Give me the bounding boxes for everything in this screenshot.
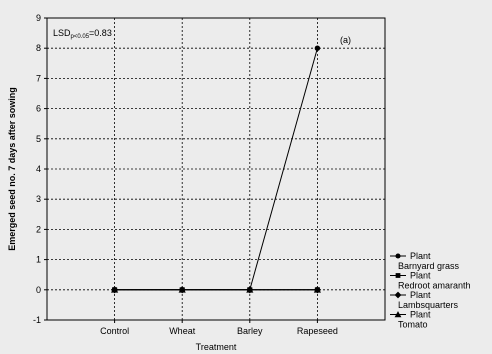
legend-marker — [394, 291, 402, 299]
x-tick-label: Barley — [237, 326, 263, 336]
legend-marker — [395, 253, 401, 259]
legend-label-line2: Redroot amaranth — [398, 281, 471, 291]
data-point-plant-barnyard-grass — [179, 287, 185, 293]
x-tick-label: Rapeseed — [297, 326, 338, 336]
y-tick-label: 9 — [36, 13, 41, 23]
legend-label-line2: Tomato — [398, 320, 428, 330]
data-point-plant-barnyard-grass — [247, 287, 253, 293]
y-axis-ticks: -1 0 1 2 3 4 5 6 7 8 9 — [33, 13, 47, 325]
y-tick-label: 8 — [36, 43, 41, 53]
legend-marker — [394, 311, 402, 318]
data-point-plant-redroot-amaranth — [314, 287, 320, 293]
y-tick-label: 6 — [36, 104, 41, 114]
y-tick-label: 5 — [36, 134, 41, 144]
legend-label-line2: Barnyard grass — [398, 261, 460, 271]
lsd-annotation: LSDp<0.05=0.83 — [53, 28, 112, 40]
x-tick-label: Control — [100, 326, 129, 336]
legend-label-line2: Lambsquarters — [398, 300, 459, 310]
x-tick-label: Wheat — [169, 326, 196, 336]
y-tick-label: 3 — [36, 194, 41, 204]
y-tick-label: 7 — [36, 73, 41, 83]
x-axis-label: Treatment — [196, 342, 237, 352]
y-tick-label: 2 — [36, 224, 41, 234]
legend-marker — [395, 273, 401, 278]
grid — [47, 18, 385, 320]
series-group — [111, 45, 321, 294]
data-point-plant-barnyard-grass — [314, 45, 321, 51]
y-tick-label: 1 — [36, 255, 41, 265]
y-tick-label: 0 — [36, 285, 41, 295]
panel-label: (a) — [340, 35, 351, 45]
legend-label-line1: Plant — [410, 310, 431, 320]
data-point-plant-barnyard-grass — [111, 287, 118, 293]
legend-label-line1: Plant — [410, 290, 431, 300]
x-axis-ticks: Control Wheat Barley Rapeseed — [100, 320, 338, 336]
legend-label-line1: Plant — [410, 271, 431, 281]
legend-label-line1: Plant — [410, 251, 431, 261]
y-tick-label: -1 — [33, 315, 41, 325]
y-axis-label: Emerged seed no. 7 days after sowing — [7, 87, 17, 251]
y-tick-label: 4 — [36, 164, 41, 174]
